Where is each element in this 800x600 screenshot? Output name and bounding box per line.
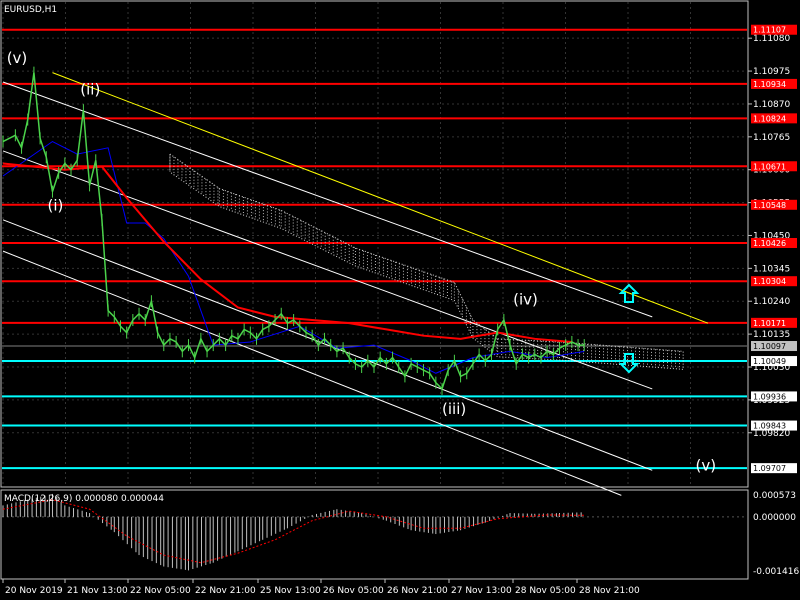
level-label: 1.09936 (753, 392, 786, 401)
y-tick-label: 1.09820 (753, 429, 790, 439)
level-label-bg (751, 463, 797, 474)
x-tick-label: 28 Nov 05:00 (515, 586, 576, 596)
macd-y-tick-label: -0.001416 (753, 567, 799, 577)
wave-label: (iv) (513, 290, 538, 308)
chart-title: EURUSD,H1 (4, 5, 57, 15)
level-label: 1.10049 (753, 357, 786, 366)
y-tick-label: 1.10240 (753, 297, 790, 307)
level-label-bg (751, 341, 797, 352)
wave-label: (ii) (80, 81, 100, 99)
main-panel[interactable] (0, 0, 749, 488)
wave-labels: (v) (ii) (i) (iv) (iii) (v) (7, 49, 716, 474)
level-label-bg (751, 420, 797, 431)
y-tick-label: 1.10870 (753, 100, 790, 110)
macd-y-tick-label: 0.000000 (753, 513, 796, 523)
channel-line (2, 150, 653, 390)
y-tick-label: 1.10030 (753, 363, 790, 373)
level-label-bg (751, 24, 797, 35)
level-label: 1.11107 (753, 26, 786, 35)
level-label-bg (751, 391, 797, 402)
level-label: 1.10426 (753, 239, 786, 248)
macd-signal-line (2, 499, 585, 564)
level-label-bg (751, 356, 797, 367)
y-tick-label: 1.11080 (753, 34, 790, 44)
level-labels: 1.11107 1.10934 1.10824 1.10671 1.10548 1.104… (751, 24, 797, 474)
x-tick-label: 28 Nov 21:00 (579, 586, 640, 596)
arrow-up-icon (618, 283, 640, 303)
level-label: 1.10097 (753, 342, 786, 351)
grid (2, 2, 747, 486)
level-label: 1.10548 (753, 201, 786, 210)
level-label: 1.10824 (753, 114, 786, 123)
level-label-bg (751, 161, 797, 172)
level-label-bg (751, 113, 797, 124)
macd-series (2, 493, 747, 571)
level-label-bg (751, 199, 797, 210)
level-label: 1.10934 (753, 80, 786, 89)
arrow-down-icon (618, 353, 640, 374)
level-lines (2, 28, 747, 470)
x-tick-label: 26 Nov 05:00 (323, 586, 384, 596)
x-tick-label: 22 Nov 05:00 (130, 586, 191, 596)
level-label-bg (751, 237, 797, 248)
level-label: 1.10671 (753, 162, 786, 171)
x-tick-label: 26 Nov 21:00 (387, 586, 448, 596)
y-tick-label: 1.10975 (753, 67, 790, 77)
level-label: 1.10171 (753, 319, 786, 328)
ma-blue-line (2, 140, 585, 374)
wave-label: (i) (48, 196, 64, 214)
level-label: 1.09843 (753, 422, 786, 431)
x-tick-label: 22 Nov 21:00 (195, 586, 256, 596)
x-tick-label: 20 Nov 2019 (5, 586, 63, 596)
wave-label: (v) (696, 456, 717, 474)
channel-line (2, 250, 622, 496)
y-tick-label: 1.10765 (753, 133, 790, 143)
level-label-bg (751, 78, 797, 89)
x-tick-label: 21 Nov 13:00 (67, 586, 128, 596)
price-series (2, 66, 585, 395)
channel-line (2, 219, 653, 471)
level-label-bg (751, 276, 797, 287)
level-label: 1.09707 (753, 464, 786, 473)
y-tick-label: 1.10345 (753, 264, 790, 274)
macd-y-tick-label: 0.000573 (753, 491, 796, 501)
price-line (2, 72, 585, 391)
channel-line (2, 81, 653, 318)
macd-title: MACD(12,26,9) 0.000080 0.000044 (4, 494, 164, 504)
level-label: 1.10304 (753, 277, 786, 286)
y-tick-label: 1.10450 (753, 231, 790, 241)
x-tick-label: 27 Nov 13:00 (451, 586, 512, 596)
y-tick-label: 1.10135 (753, 330, 790, 340)
wave-label: (iii) (442, 400, 466, 418)
trendline (52, 72, 709, 324)
x-tick-label: 25 Nov 13:00 (260, 586, 321, 596)
wave-label: (v) (7, 49, 28, 67)
level-label-bg (751, 317, 797, 328)
channel-lines (2, 72, 709, 496)
